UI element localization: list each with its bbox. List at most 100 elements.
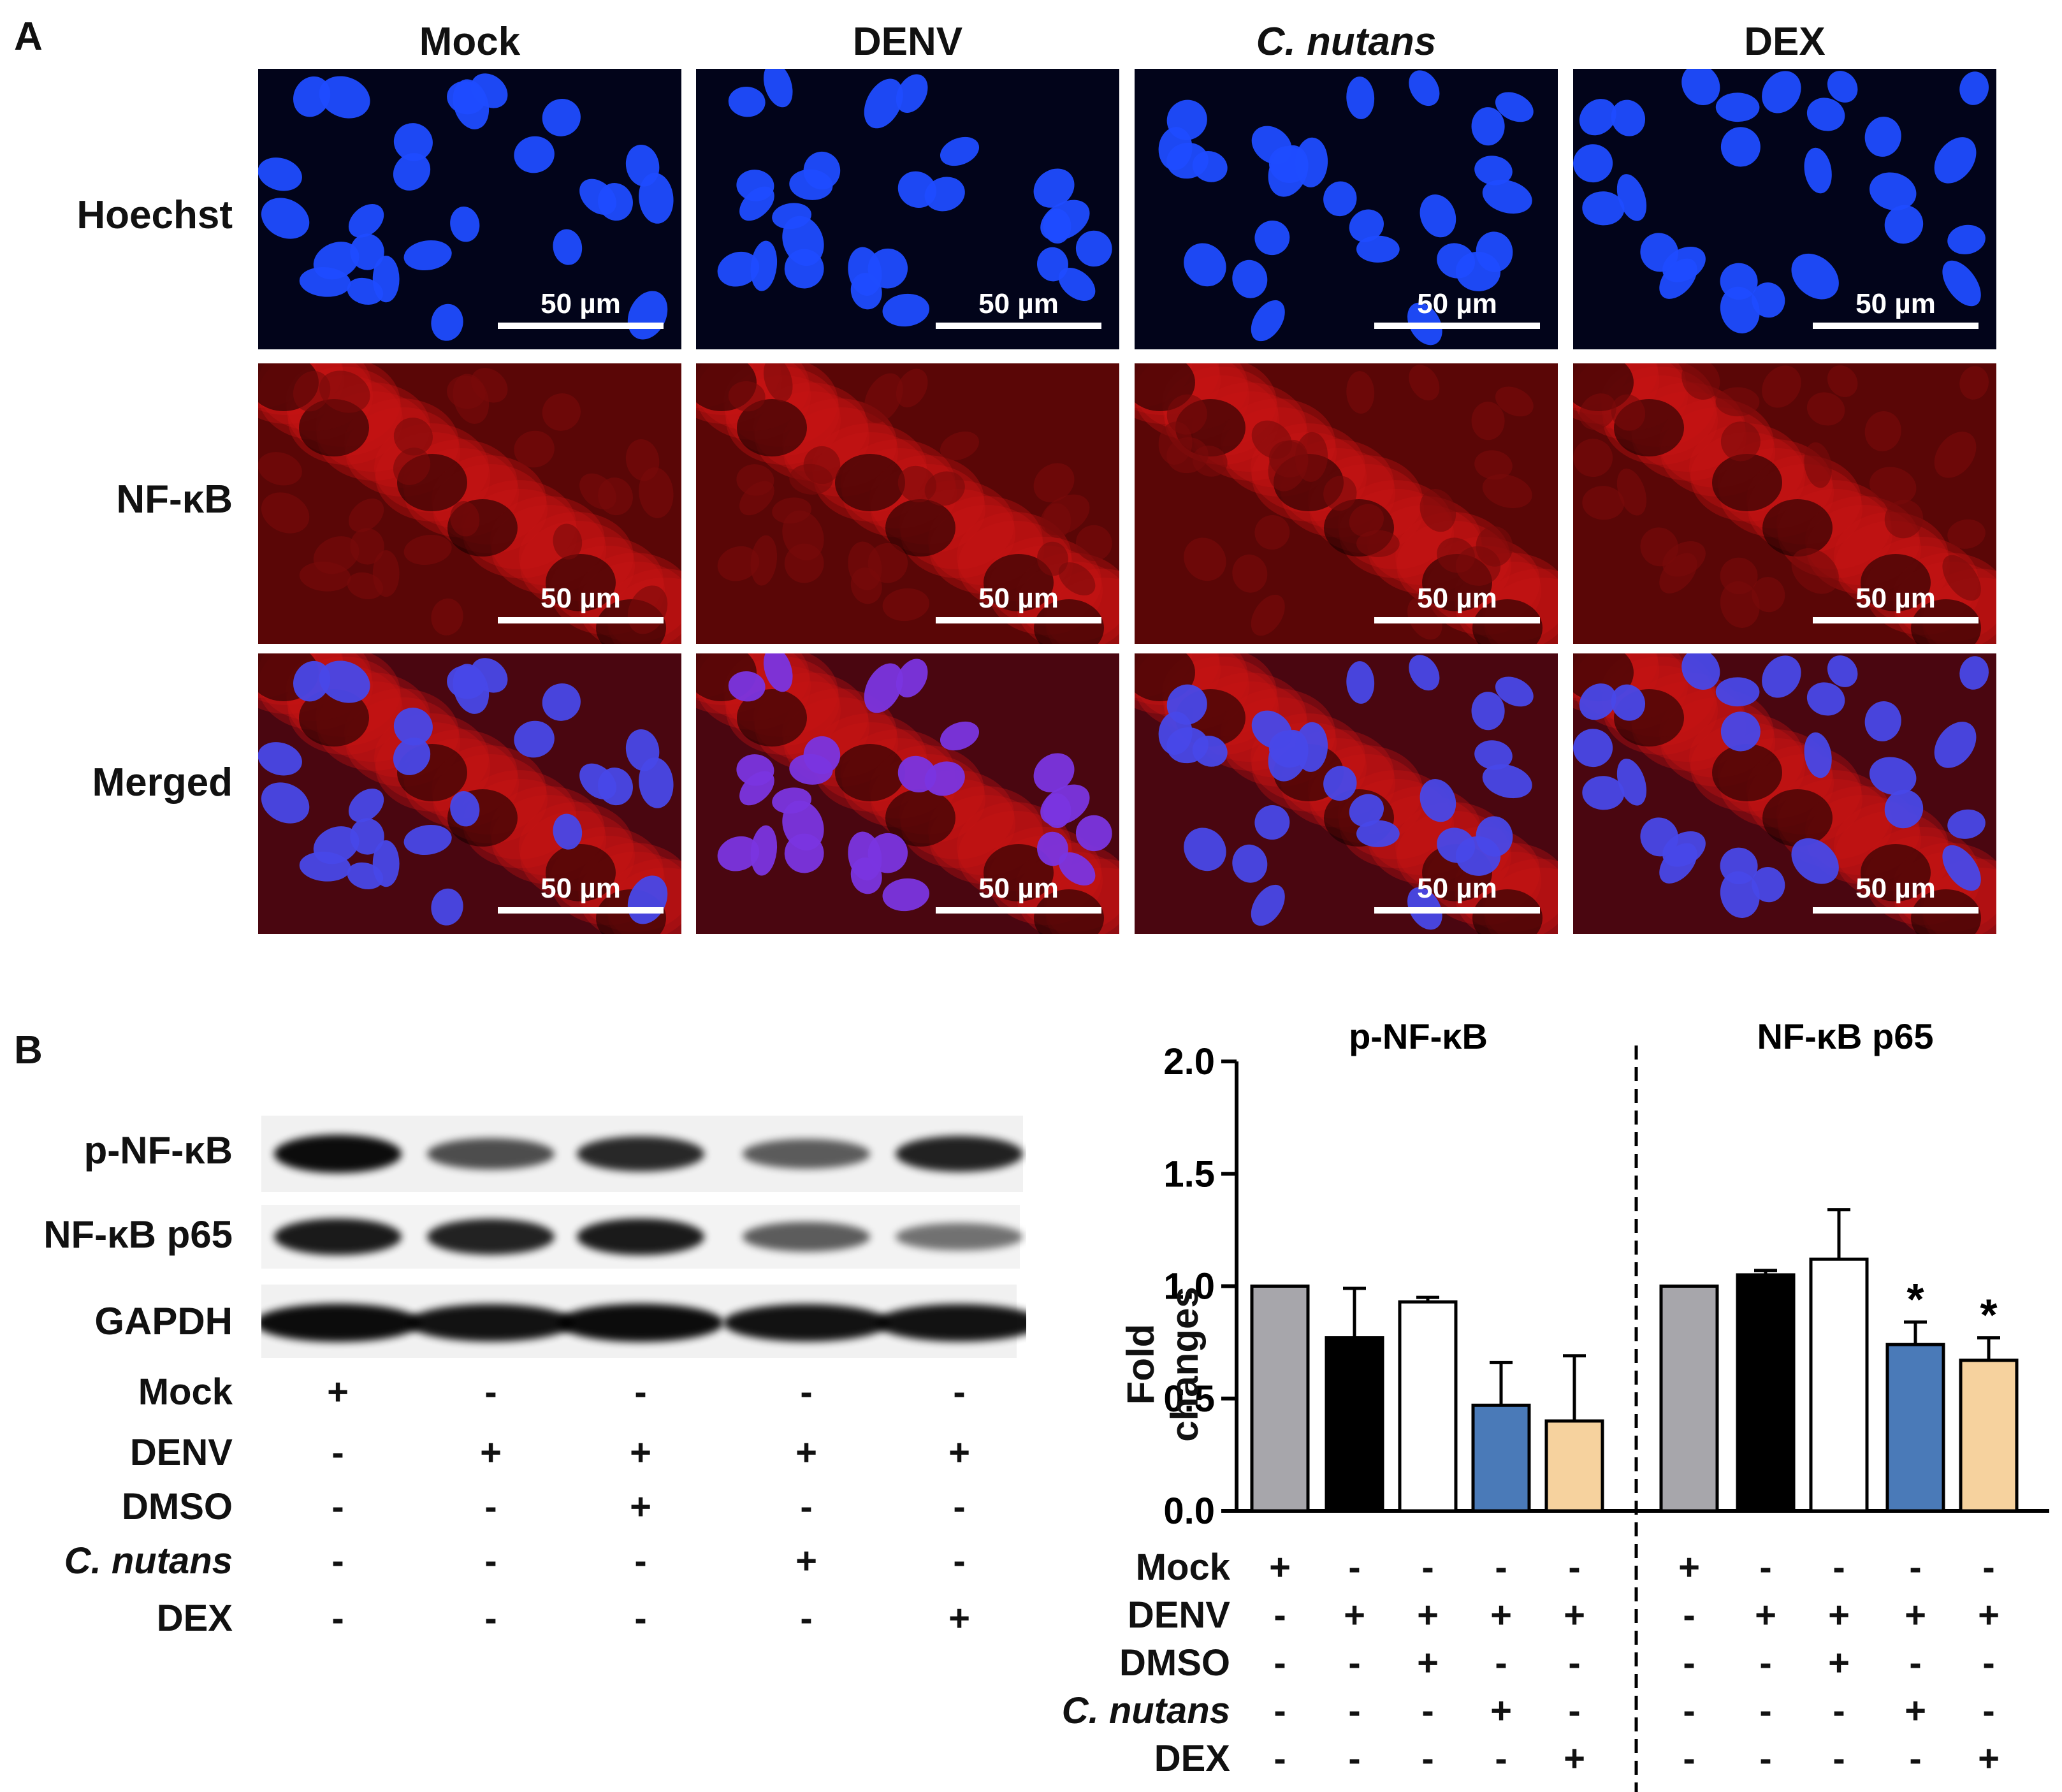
blot-sign: - — [953, 1371, 966, 1413]
chart-sign: - — [1833, 1690, 1845, 1731]
scale-bar — [1374, 323, 1540, 329]
chart-sign: - — [1274, 1594, 1286, 1636]
bar — [1885, 1343, 1945, 1513]
blot-sign: - — [331, 1540, 344, 1582]
band-nfkb-p65-lane-1 — [274, 1218, 402, 1255]
chart-sign: - — [1833, 1547, 1845, 1588]
bar — [1544, 1419, 1604, 1513]
chart-sign: - — [1759, 1642, 1772, 1684]
blot-sign: + — [795, 1432, 817, 1473]
y-tick-label: 1.5 — [1163, 1153, 1215, 1195]
micrograph-nfkb-mock: 50 µm — [258, 363, 681, 644]
significance-marker: * — [1906, 1274, 1924, 1324]
blot-sign: + — [795, 1540, 817, 1582]
chart-sign: - — [1683, 1594, 1695, 1636]
scale-bar — [936, 617, 1101, 623]
chart-sign: + — [1490, 1594, 1512, 1636]
scale-bar — [498, 323, 664, 329]
group-title: p-NF-κB — [1349, 1016, 1488, 1056]
scale-bar — [1813, 323, 1979, 329]
band-pnfkb-lane-2 — [427, 1138, 555, 1170]
blot-sign: - — [484, 1540, 497, 1582]
scale-bar — [1374, 617, 1540, 623]
blot-row-label: DMSO — [122, 1486, 233, 1527]
chart-sign: - — [1421, 1690, 1434, 1731]
chart-sign: - — [1759, 1547, 1772, 1588]
band-gapdh-lane-3 — [558, 1304, 723, 1342]
micrograph-merged-dex: 50 µm — [1573, 653, 1996, 934]
scale-bar-label: 50 µm — [978, 873, 1059, 904]
micrograph-merged-cnutans: 50 µm — [1135, 653, 1558, 934]
chart-sign: + — [1828, 1642, 1850, 1684]
chart-sign: - — [1274, 1690, 1286, 1731]
scale-bar — [498, 617, 664, 623]
bar — [1959, 1359, 2019, 1513]
scale-bar-label: 50 µm — [978, 583, 1059, 614]
chart-sign: + — [1978, 1738, 2000, 1779]
scale-bar — [1813, 617, 1979, 623]
blot-row-label: Mock — [138, 1371, 233, 1413]
micrograph-image — [1135, 69, 1558, 349]
blot-sign: - — [484, 1486, 497, 1527]
row-label-hoechst: Hoechst — [76, 193, 233, 237]
chart-sign: - — [1348, 1642, 1361, 1684]
scale-bar-label: 50 µm — [978, 288, 1059, 319]
band-gapdh-lane-4 — [723, 1304, 889, 1342]
chart-sign: - — [1982, 1690, 1995, 1731]
blot-sign: - — [634, 1371, 647, 1413]
bar — [1659, 1285, 1719, 1513]
micrograph-image — [258, 69, 681, 349]
micrograph-nfkb-dex: 50 µm — [1573, 363, 1996, 644]
blot-sign: - — [634, 1598, 647, 1639]
chart-sign: - — [1909, 1642, 1922, 1684]
col-label-cnutans: C. nutans — [1256, 20, 1437, 64]
significance-marker: * — [1980, 1290, 1998, 1340]
micrograph-image — [1573, 69, 1996, 349]
group-title: NF-κB p65 — [1757, 1016, 1933, 1056]
chart-sign: - — [1982, 1547, 1995, 1588]
blot-row-label: DEX — [156, 1598, 233, 1639]
y-tick-label: 0.5 — [1163, 1378, 1215, 1420]
blot-label-pnfkb: p-NF-κB — [83, 1129, 233, 1172]
blot-sign: - — [800, 1486, 813, 1527]
chart-sign: - — [1909, 1547, 1922, 1588]
chart-sign: + — [1978, 1594, 2000, 1636]
chart-row-label: DMSO — [1119, 1642, 1230, 1684]
band-gapdh-lane-1 — [261, 1304, 421, 1342]
chart-sign: - — [1909, 1738, 1922, 1779]
band-gapdh-lane-2 — [408, 1304, 574, 1342]
chart-sign: + — [1417, 1642, 1439, 1684]
blot-label-nfkb-p65: NF-κB p65 — [43, 1213, 233, 1256]
blot-sign: - — [634, 1540, 647, 1582]
bar — [1325, 1336, 1384, 1513]
micrograph-hoechst-mock: 50 µm — [258, 69, 681, 349]
chart-sign: - — [1348, 1547, 1361, 1588]
micrograph-image — [1135, 653, 1558, 934]
blot-row-label: DENV — [129, 1432, 233, 1473]
scale-bar-label: 50 µm — [541, 583, 621, 614]
blot-sign: - — [484, 1598, 497, 1639]
scale-bar-label: 50 µm — [1855, 583, 1936, 614]
micrograph-nfkb-denv: 50 µm — [696, 363, 1119, 644]
panel-b-label: B — [14, 1028, 43, 1072]
y-tick-label: 0.0 — [1163, 1490, 1215, 1532]
y-tick-label: 2.0 — [1163, 1041, 1215, 1082]
band-gapdh-lane-5 — [876, 1304, 1026, 1342]
micrograph-image — [696, 363, 1119, 644]
band-nfkb-p65-lane-4 — [743, 1221, 870, 1252]
micrograph-merged-mock: 50 µm — [258, 653, 681, 934]
micrograph-hoechst-denv: 50 µm — [696, 69, 1119, 349]
micrograph-nfkb-cnutans: 50 µm — [1135, 363, 1558, 644]
chart-sign: - — [1348, 1690, 1361, 1731]
chart-sign: + — [1564, 1738, 1585, 1779]
chart-sign: - — [1495, 1738, 1507, 1779]
chart-sign: + — [1417, 1594, 1439, 1636]
blot-sign: + — [630, 1486, 651, 1527]
chart-sign: + — [1564, 1594, 1585, 1636]
chart-sign: - — [1982, 1642, 1995, 1684]
chart-sign: - — [1274, 1642, 1286, 1684]
chart-sign: - — [1274, 1738, 1286, 1779]
chart-sign: - — [1568, 1690, 1581, 1731]
band-nfkb-p65-lane-3 — [577, 1218, 704, 1255]
chart-sign: + — [1905, 1594, 1926, 1636]
